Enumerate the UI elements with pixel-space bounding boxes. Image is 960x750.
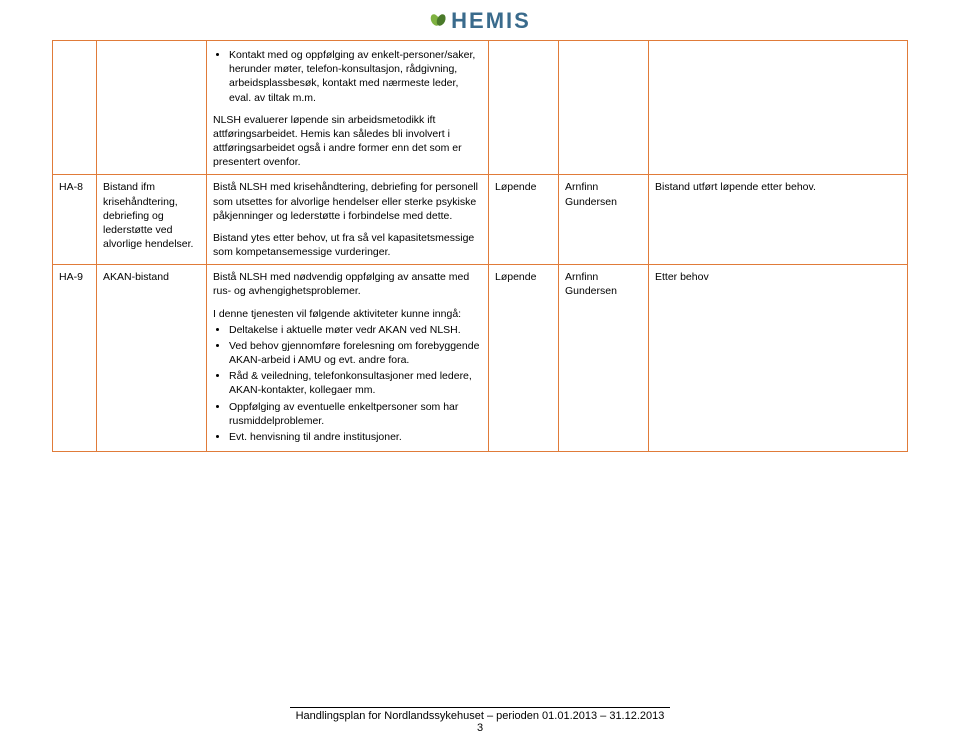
list-item: Oppfølging av eventuelle enkeltpersoner … (229, 400, 482, 428)
list-item: Deltakelse i aktuelle møter vedr AKAN ve… (229, 323, 482, 337)
cell-id: HA-9 (53, 265, 97, 452)
paragraph: NLSH evaluerer løpende sin arbeidsmetodi… (213, 113, 482, 170)
page-number: 3 (290, 722, 670, 734)
cell-desc: Kontakt med og oppfølging av enkelt-pers… (207, 41, 489, 175)
cell-owner (559, 41, 649, 175)
logo-text: HEMIS (451, 8, 531, 34)
logo: HEMIS (429, 8, 531, 34)
cell-status: Bistand utført løpende etter behov. (649, 175, 908, 265)
paragraph: Bistå NLSH med nødvendig oppfølging av a… (213, 270, 482, 298)
page-content: Kontakt med og oppfølging av enkelt-pers… (52, 40, 908, 452)
table-row: HA-8 Bistand ifm krisehåndtering, debrie… (53, 175, 908, 265)
cell-desc: Bistå NLSH med krisehåndtering, debriefi… (207, 175, 489, 265)
list-item: Evt. henvisning til andre institusjoner. (229, 430, 482, 444)
paragraph: Bistand ytes etter behov, ut fra så vel … (213, 231, 482, 259)
cell-desc: Bistå NLSH med nødvendig oppfølging av a… (207, 265, 489, 452)
footer: Handlingsplan for Nordlandssykehuset – p… (290, 707, 670, 734)
cell-period: Løpende (489, 175, 559, 265)
list-item: Råd & veiledning, telefonkonsultasjoner … (229, 369, 482, 397)
list-item: Ved behov gjennomføre forelesning om for… (229, 339, 482, 367)
bullet-list: Deltakelse i aktuelle møter vedr AKAN ve… (213, 323, 482, 444)
main-table: Kontakt med og oppfølging av enkelt-pers… (52, 40, 908, 452)
bullet-list: Kontakt med og oppfølging av enkelt-pers… (213, 48, 482, 105)
table-row: HA-9 AKAN-bistand Bistå NLSH med nødvend… (53, 265, 908, 452)
paragraph: Bistå NLSH med krisehåndtering, debriefi… (213, 180, 482, 223)
cell-status: Etter behov (649, 265, 908, 452)
cell-owner: Arnfinn Gundersen (559, 175, 649, 265)
paragraph: I denne tjenesten vil følgende aktivitet… (213, 307, 482, 321)
cell-id (53, 41, 97, 175)
cell-period (489, 41, 559, 175)
cell-period: Løpende (489, 265, 559, 452)
list-item: Kontakt med og oppfølging av enkelt-pers… (229, 48, 482, 105)
table-row: Kontakt med og oppfølging av enkelt-pers… (53, 41, 908, 175)
leaf-icon (429, 12, 447, 30)
footer-text: Handlingsplan for Nordlandssykehuset – p… (290, 710, 670, 722)
cell-status (649, 41, 908, 175)
footer-rule (290, 707, 670, 708)
cell-title: AKAN-bistand (97, 265, 207, 452)
cell-title: Bistand ifm krisehåndtering, debriefing … (97, 175, 207, 265)
cell-title (97, 41, 207, 175)
cell-owner: Arnfinn Gundersen (559, 265, 649, 452)
cell-id: HA-8 (53, 175, 97, 265)
